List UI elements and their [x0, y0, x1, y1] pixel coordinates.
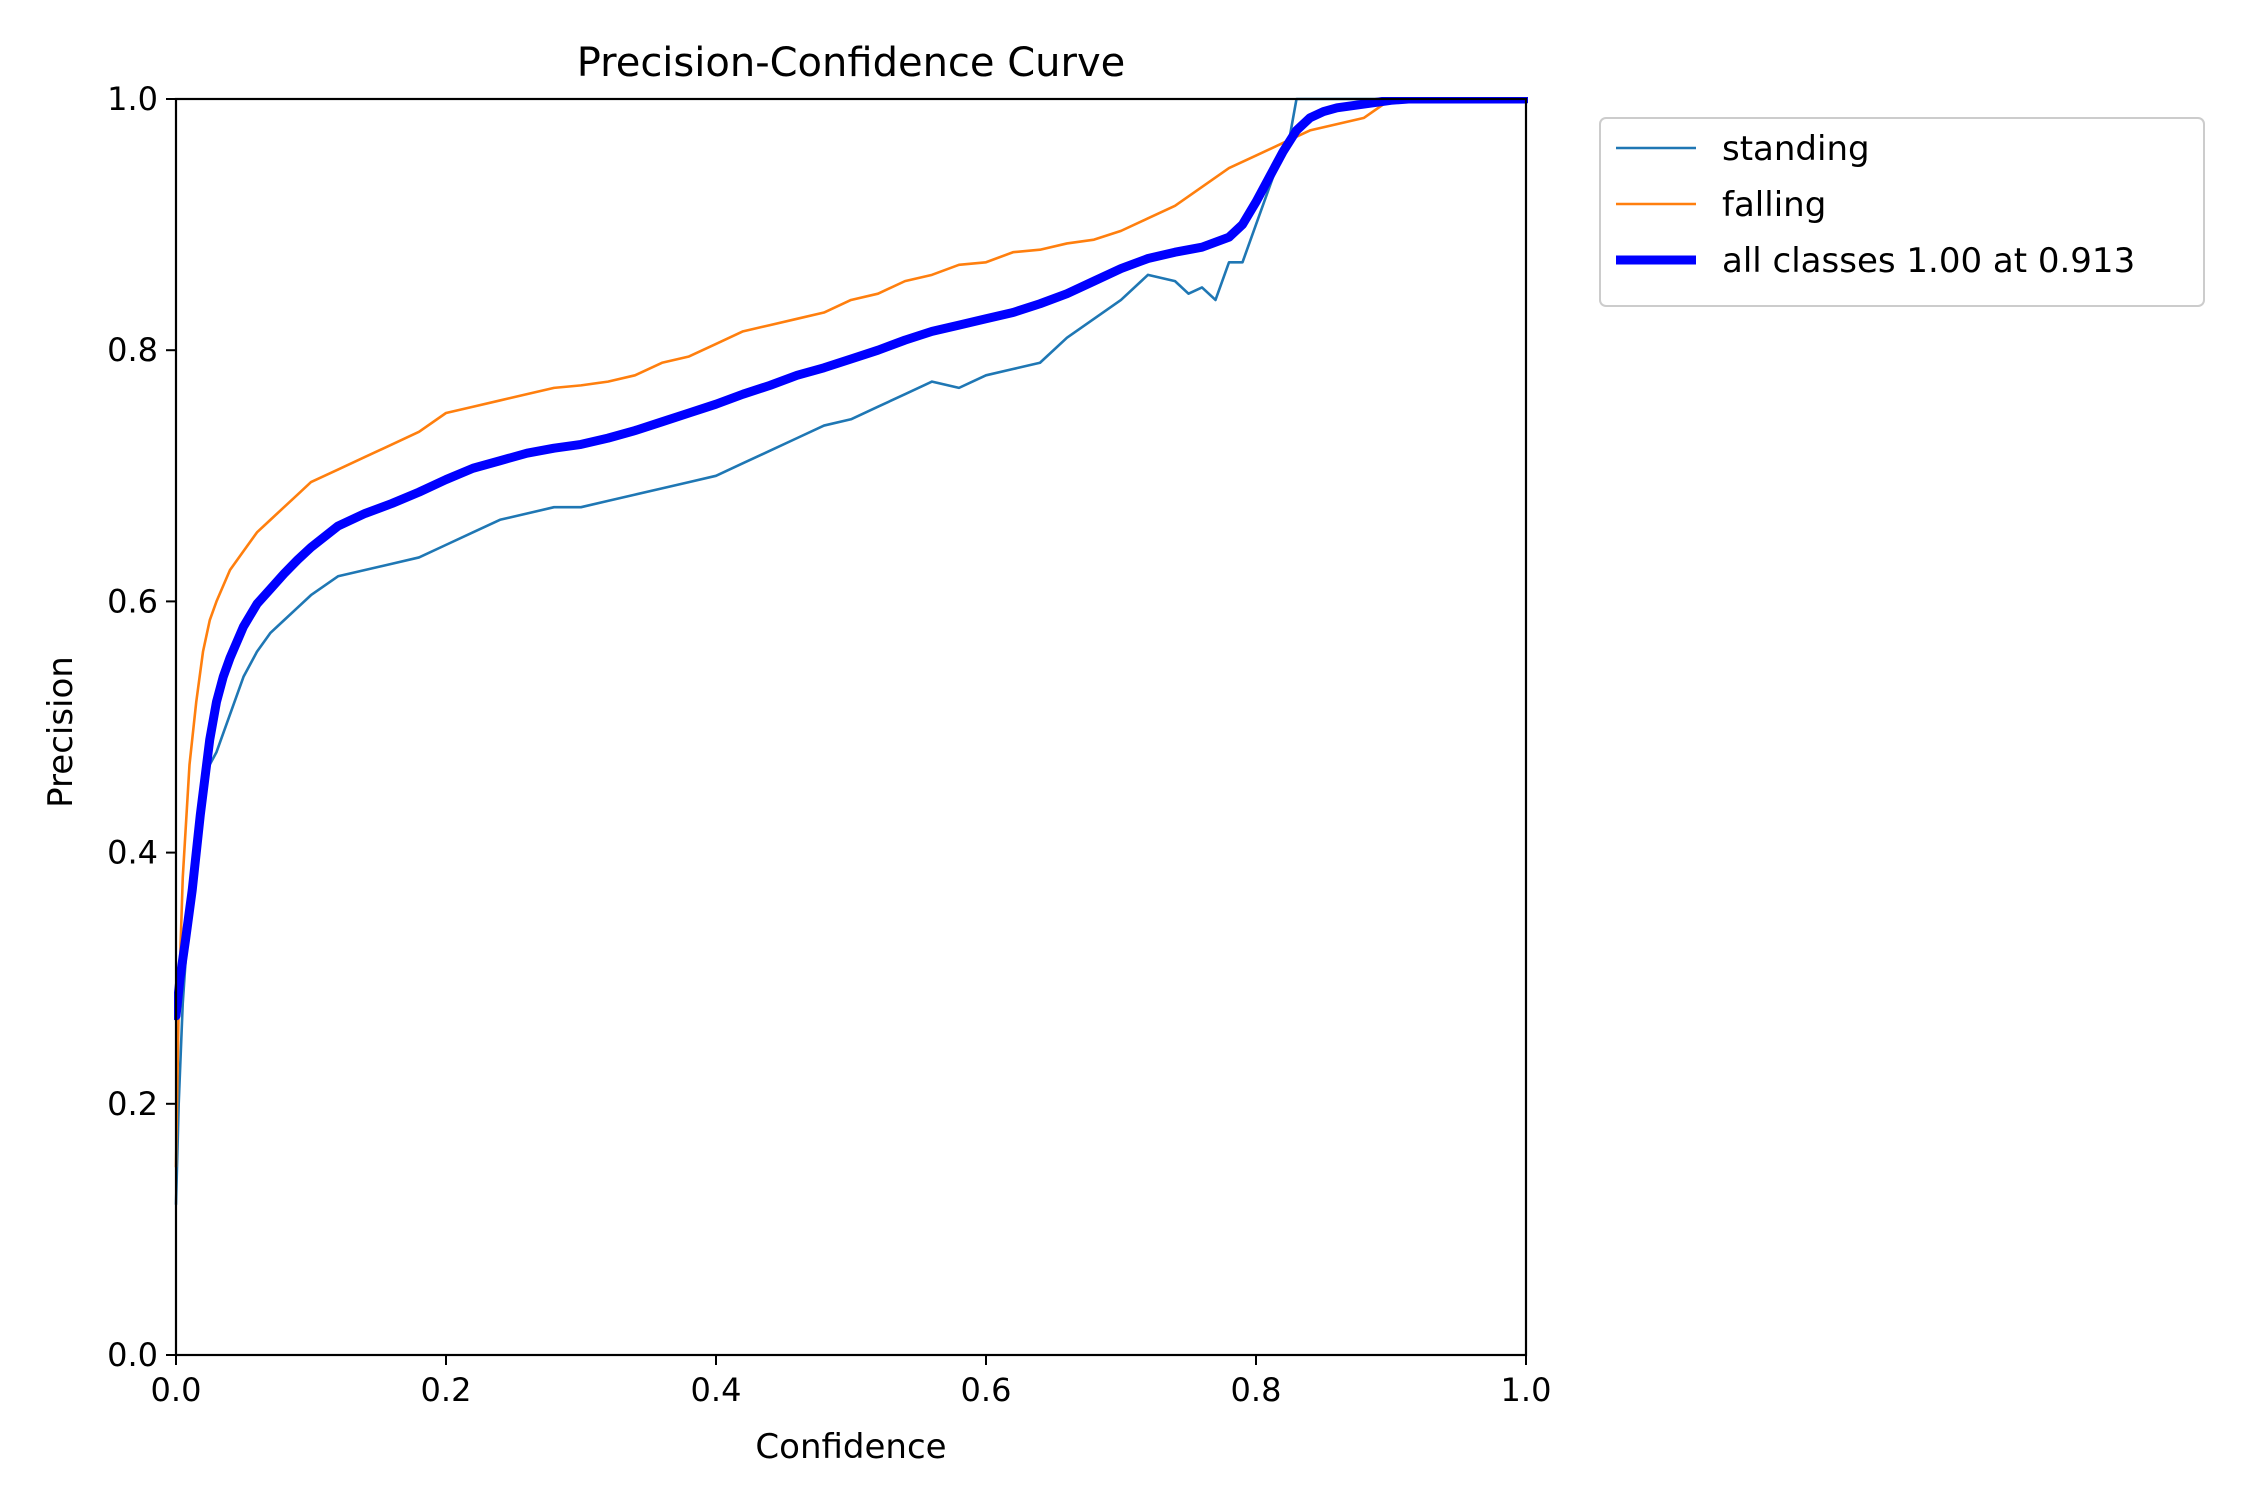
legend-box [1599, 117, 2205, 307]
series-line-standing [174, 97, 1528, 1206]
plot-frame [174, 97, 1528, 1357]
y-tick-label: 0.8 [107, 331, 158, 369]
legend-label-falling: falling [1722, 185, 1826, 225]
x-tick-label: 0.0 [151, 1371, 202, 1409]
y-tick-label: 0.4 [107, 834, 158, 872]
legend-label-standing: standing [1722, 129, 1870, 169]
y-tick-label: 0.2 [107, 1085, 158, 1123]
x-tick-label: 0.4 [691, 1371, 742, 1409]
y-axis-label: Precision [41, 656, 81, 808]
x-tick-label: 0.6 [961, 1371, 1012, 1409]
plot-area: 0.0 0.2 0.4 0.6 0.8 1.0 0.0 0.2 0.4 0.6 0.8 1.0 [107, 80, 1551, 1409]
y-tick-label: 0.6 [107, 582, 158, 620]
series-line-all [174, 97, 1528, 1021]
x-tick-label: 0.8 [1231, 1371, 1282, 1409]
x-tick-label: 1.0 [1501, 1371, 1552, 1409]
x-tick-label: 0.2 [421, 1371, 472, 1409]
chart-title: Precision-Confidence Curve [577, 40, 1126, 86]
y-tick-label: 1.0 [107, 80, 158, 118]
x-axis-label: Confidence [755, 1427, 946, 1467]
legend-label-all: all classes 1.00 at 0.913 [1722, 241, 2135, 281]
y-tick-label: 0.0 [107, 1336, 158, 1374]
legend: standing falling all classes 1.00 at 0.913 [1599, 117, 2205, 307]
series-line-falling [174, 97, 1528, 1168]
